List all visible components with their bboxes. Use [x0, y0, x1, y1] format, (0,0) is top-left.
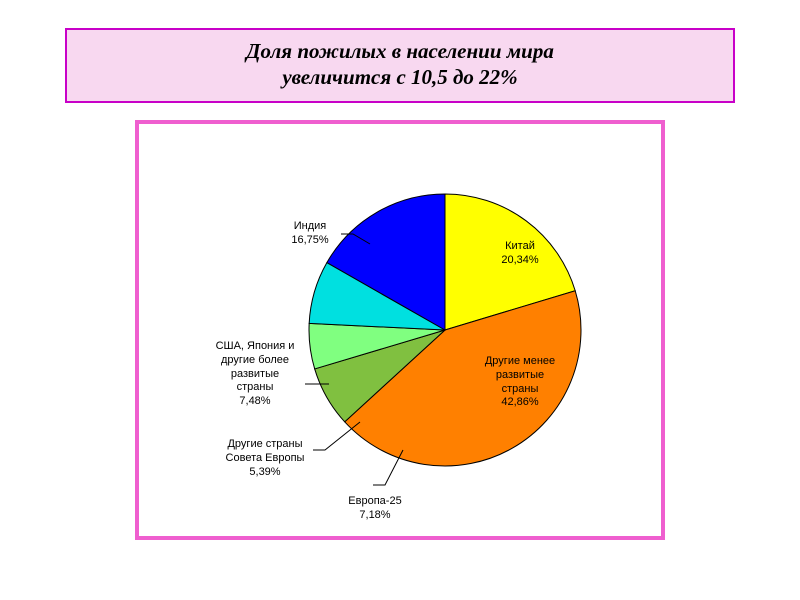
title-line-2: увеличится с 10,5 до 22%	[77, 64, 723, 90]
chart-frame: Китай 20,34% Другие менее развитые страны…	[135, 120, 665, 540]
slice-label: Китай 20,34%	[480, 240, 560, 268]
chart-inner: Китай 20,34% Другие менее развитые страны…	[145, 130, 655, 530]
slice-label: Другие страны Совета Европы 5,39%	[210, 438, 320, 479]
title-box: Доля пожилых в населении мира увеличится…	[65, 28, 735, 103]
slice-label: Другие менее развитые страны 42,86%	[465, 355, 575, 410]
title-line-1: Доля пожилых в населении мира	[77, 38, 723, 64]
slice-label: США, Япония и другие более развитые стра…	[200, 340, 310, 409]
slice-label: Европа-25 7,18%	[335, 495, 415, 523]
slice-label: Индия 16,75%	[275, 220, 345, 248]
